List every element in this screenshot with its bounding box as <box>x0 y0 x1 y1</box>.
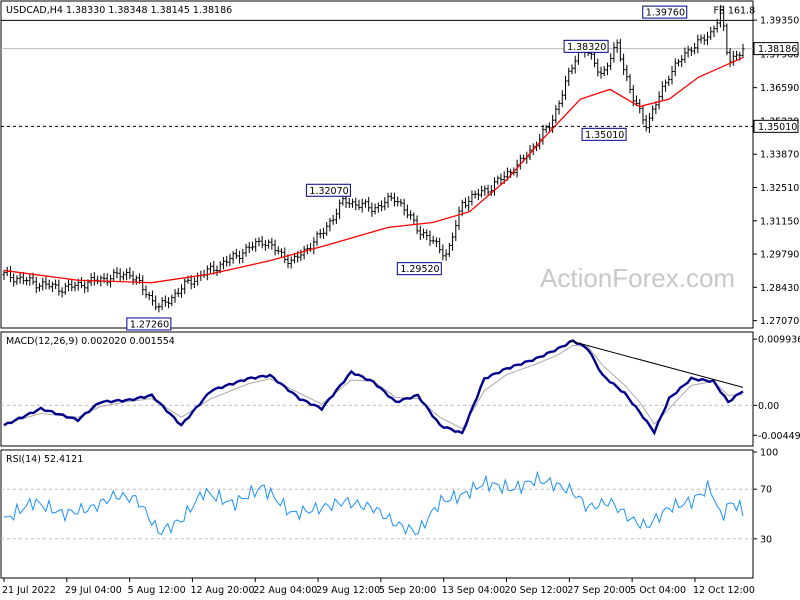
support-price-tag-box <box>753 119 799 133</box>
price-annotation-box <box>396 262 442 276</box>
rsi-axis-label: 70 <box>760 485 772 496</box>
price-axis-label: 1.31150 <box>760 216 799 227</box>
support-price-tag: 1.35010 <box>753 119 799 133</box>
time-axis-label: 27 Sep 20:00 <box>567 585 630 596</box>
time-axis-label: 5 Aug 12:00 <box>128 585 186 596</box>
price-axis-label: 1.29790 <box>760 250 799 261</box>
rsi-line <box>3 470 744 536</box>
macd-axis-label: 0.009936 <box>758 335 800 346</box>
macd-trendline <box>569 340 744 388</box>
price-annotation-box <box>642 5 688 19</box>
time-axis-label: 29 Aug 12:00 <box>316 585 380 596</box>
price-annotation-label: 1.38320 <box>567 42 606 53</box>
macd-axis: 0.009936 0.00 -0.004492 <box>753 335 800 442</box>
macd-pane: MACD(12,26,9) 0.002020 0.001554 <box>0 331 754 447</box>
price-axis-label: 1.39350 <box>760 16 799 27</box>
price-axis-label: 1.27070 <box>760 316 799 327</box>
price-annotation-box <box>305 183 351 197</box>
time-axis-label: 12 Oct 12:00 <box>693 585 755 596</box>
time-axis: 21 Jul 2022 29 Jul 04:00 5 Aug 12:00 12 Aug… <box>2 578 755 596</box>
price-annotation-label: 1.39760 <box>646 8 685 19</box>
time-axis-label: 13 Sep 04:00 <box>442 585 505 596</box>
macd-axis-label: 0.00 <box>758 401 779 412</box>
price-axis-label: 1.33870 <box>760 150 799 161</box>
rsi-axis-label: 100 <box>760 448 778 459</box>
price-annotation-label: 1.27260 <box>130 319 169 330</box>
time-axis-label: 5 Sep 20:00 <box>379 585 436 596</box>
price-annotation-label: 1.32070 <box>309 186 348 197</box>
macd-axis-label: -0.004492 <box>758 431 800 442</box>
macd-pane-frame <box>0 331 754 447</box>
price-axis-label: 1.37960 <box>760 50 799 61</box>
current-price-tag: 1.38186 <box>753 42 799 56</box>
chart-header: USDCAD,H4 1.38330 1.38348 1.38145 1.3818… <box>6 5 232 16</box>
moving-average-line <box>3 56 744 284</box>
time-axis-label: 20 Sep 12:00 <box>505 585 568 596</box>
time-axis-label: 22 Aug 04:00 <box>253 585 317 596</box>
fib-label: FE 161.8 <box>713 6 755 17</box>
price-annotation-box <box>563 39 609 53</box>
time-axis-label: 12 Aug 20:00 <box>190 585 254 596</box>
current-price-tag-label: 1.38186 <box>758 44 797 55</box>
watermark: ActionForex.com <box>540 263 735 293</box>
price-annotations: 1.39760 1.38320 1.35010 1.32070 1.29520 1.272… <box>126 5 688 331</box>
price-pane: ActionForex.com USDCAD,H4 1.38330 1.3834… <box>0 0 755 331</box>
rsi-axis-label: 30 <box>760 534 772 545</box>
price-axis: 1.393501.379601.365901.352201.338701.325… <box>753 16 799 327</box>
time-axis-label: 21 Jul 2022 <box>2 585 56 596</box>
price-annotation-box <box>126 317 172 331</box>
macd-line <box>3 339 744 436</box>
rsi-axis: 100 70 30 <box>753 448 778 545</box>
rsi-label: RSI(14) 52.4121 <box>6 454 83 465</box>
price-axis-label: 1.36590 <box>760 83 799 94</box>
time-axis-label: 5 Oct 04:00 <box>630 585 686 596</box>
rsi-pane-frame <box>0 449 754 579</box>
price-annotation-label: 1.35010 <box>585 130 624 141</box>
current-price-tag-box <box>753 42 799 56</box>
price-annotation-box <box>581 127 627 141</box>
price-annotation-label: 1.29520 <box>400 264 439 275</box>
rsi-pane: RSI(14) 52.4121 <box>0 449 754 579</box>
price-axis-label: 1.28430 <box>760 283 799 294</box>
macd-label: MACD(12,26,9) 0.002020 0.001554 <box>6 336 175 347</box>
price-axis-label: 1.32510 <box>760 183 799 194</box>
support-price-tag-label: 1.35010 <box>758 122 797 133</box>
time-axis-label: 29 Jul 04:00 <box>65 585 122 596</box>
